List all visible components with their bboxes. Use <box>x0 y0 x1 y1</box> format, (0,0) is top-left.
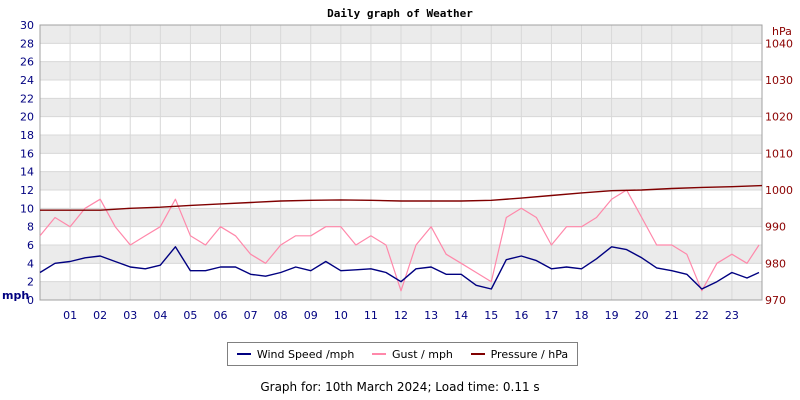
chart-title: Daily graph of Weather <box>327 7 473 20</box>
x-tick-label: 11 <box>364 309 378 322</box>
right-tick-label: 1040 <box>765 37 793 50</box>
x-tick-label: 09 <box>304 309 318 322</box>
x-tick-label: 10 <box>334 309 348 322</box>
left-tick-label: 2 <box>27 276 34 289</box>
plot-border <box>39 24 763 301</box>
left-tick-label: 22 <box>20 92 34 105</box>
x-tick-label: 22 <box>695 309 709 322</box>
x-tick-label: 02 <box>93 309 107 322</box>
x-tick-label: 01 <box>63 309 77 322</box>
right-axis-ticks: 970 980 990 1000 1010 1020 1030 1040 <box>765 37 793 307</box>
left-axis-unit: mph <box>2 289 29 302</box>
x-tick-label: 21 <box>665 309 679 322</box>
left-tick-label: 16 <box>20 147 34 160</box>
x-tick-label: 04 <box>153 309 167 322</box>
x-tick-label: 20 <box>635 309 649 322</box>
legend-label-pressure: Pressure / hPa <box>490 347 569 361</box>
legend-swatch-pressure <box>470 353 485 355</box>
x-tick-label: 08 <box>274 309 288 322</box>
left-tick-label: 28 <box>20 37 34 50</box>
left-tick-label: 14 <box>20 166 34 179</box>
legend-item-pressure: Pressure / hPa <box>470 347 569 361</box>
x-tick-label: 19 <box>605 309 619 322</box>
left-tick-label: 12 <box>20 184 34 197</box>
wind-speed-series <box>39 246 760 290</box>
right-tick-label: 980 <box>765 257 786 270</box>
left-tick-label: 4 <box>27 257 34 270</box>
right-axis-unit: hPa <box>772 25 792 38</box>
right-tick-label: 1000 <box>765 184 793 197</box>
x-tick-label: 17 <box>544 309 558 322</box>
left-tick-label: 20 <box>20 111 34 124</box>
x-tick-label: 06 <box>214 309 228 322</box>
right-tick-label: 1030 <box>765 74 793 87</box>
x-tick-label: 07 <box>244 309 258 322</box>
left-tick-label: 24 <box>20 74 34 87</box>
x-tick-label: 03 <box>123 309 137 322</box>
left-tick-label: 18 <box>20 129 34 142</box>
legend: Wind Speed /mph Gust / mph Pressure / hP… <box>227 342 578 366</box>
x-axis-ticks: 01 02 03 04 05 06 07 08 09 10 11 12 13 14 15 16 17 18 19 20… <box>63 309 739 322</box>
left-tick-label: 8 <box>27 221 34 234</box>
x-tick-label: 12 <box>394 309 408 322</box>
x-tick-label: 18 <box>575 309 589 322</box>
x-tick-label: 05 <box>183 309 197 322</box>
legend-item-gust: Gust / mph <box>372 348 453 361</box>
right-tick-label: 990 <box>765 221 786 234</box>
left-tick-label: 30 <box>20 19 34 32</box>
legend-swatch-wind <box>236 353 251 355</box>
x-tick-label: 16 <box>514 309 528 322</box>
right-tick-label: 970 <box>765 294 786 307</box>
pressure-series <box>40 184 763 211</box>
series-layer <box>39 184 763 292</box>
left-tick-label: 6 <box>27 239 34 252</box>
x-tick-label: 13 <box>424 309 438 322</box>
right-tick-label: 1020 <box>765 111 793 124</box>
x-tick-label: 23 <box>725 309 739 322</box>
left-tick-label: 0 <box>27 294 34 307</box>
legend-item-wind: Wind Speed /mph <box>236 347 355 361</box>
legend-label-wind: Wind Speed /mph <box>256 347 355 361</box>
gust-series <box>39 189 760 292</box>
x-tick-label: 15 <box>484 309 498 322</box>
left-tick-label: 10 <box>20 202 34 215</box>
left-tick-label: 26 <box>20 56 34 69</box>
legend-label-gust: Gust / mph <box>392 347 453 361</box>
right-tick-label: 1010 <box>765 147 793 160</box>
footer-text: Graph for: 10th March 2024; Load time: 0… <box>260 380 540 394</box>
x-tick-label: 14 <box>454 309 468 322</box>
legend-swatch-gust <box>372 353 386 355</box>
